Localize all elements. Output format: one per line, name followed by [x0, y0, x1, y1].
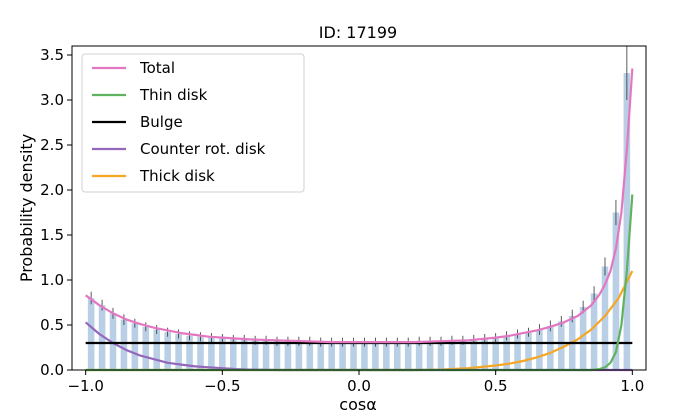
error-bars	[90, 46, 628, 347]
histogram-bars	[87, 73, 631, 370]
histogram-bar	[459, 340, 467, 370]
histogram-bar	[426, 341, 434, 370]
histogram-bar	[87, 298, 95, 370]
histogram-bar	[197, 336, 204, 370]
x-tick-label: 0.0	[347, 377, 371, 395]
histogram-bar	[219, 338, 226, 370]
histogram-bar	[339, 342, 346, 370]
histogram-bar	[525, 332, 532, 370]
x-tick-label: −1.0	[67, 377, 103, 395]
histogram-bar	[284, 341, 292, 370]
histogram-bar	[503, 335, 510, 370]
histogram-bar	[383, 342, 390, 370]
histogram-bar	[240, 339, 248, 370]
y-tick-label: 2.0	[40, 181, 64, 199]
histogram-bar	[109, 313, 117, 370]
histogram-bar	[350, 342, 357, 370]
histogram-bar	[208, 337, 215, 370]
histogram-bar	[306, 341, 314, 370]
legend-box	[81, 53, 305, 193]
y-ticks: 0.0 0.5 1.0 1.5 2.0 2.5 3.0 3.5	[40, 46, 72, 379]
histogram-bar	[393, 342, 401, 370]
histogram-bar	[372, 342, 379, 370]
legend: Total Thin disk Bulge Counter rot. disk Thic…	[81, 53, 305, 193]
histogram-bar	[601, 266, 609, 370]
x-tick-label: 1.0	[620, 377, 644, 395]
legend-label-thick-disk: Thick disk	[139, 167, 215, 185]
histogram-bar	[415, 341, 423, 370]
histogram-bar	[262, 340, 270, 370]
histogram-bar	[481, 338, 489, 370]
y-axis-label: Probability density	[17, 134, 36, 282]
histogram-bar	[131, 323, 139, 370]
y-tick-label: 3.0	[40, 91, 64, 109]
y-tick-label: 2.5	[40, 136, 64, 154]
x-axis-label: cosα	[339, 395, 376, 414]
histogram-bar	[448, 340, 456, 370]
histogram-bar	[120, 319, 128, 370]
legend-label-counter-rot-disk: Counter rot. disk	[140, 140, 266, 158]
histogram-bar	[361, 342, 368, 370]
y-tick-label: 0.5	[40, 316, 64, 334]
histogram-bar	[612, 212, 620, 370]
histogram-bar	[547, 325, 554, 370]
histogram-bar	[186, 335, 193, 370]
histogram-bar	[557, 321, 565, 370]
histogram-bar	[98, 305, 106, 370]
x-tick-label: 0.5	[484, 377, 508, 395]
y-tick-label: 3.5	[40, 46, 64, 64]
legend-label-thin-disk: Thin disk	[139, 86, 208, 104]
histogram-bar	[536, 329, 543, 370]
histogram-bar	[623, 73, 631, 370]
histogram-bar	[153, 329, 161, 370]
y-tick-label: 1.5	[40, 226, 64, 244]
histogram-bar	[470, 339, 478, 370]
chart-title: ID: 17199	[319, 23, 397, 42]
histogram-bar	[590, 293, 598, 370]
histogram-bar	[492, 337, 499, 370]
legend-label-total: Total	[139, 59, 175, 77]
histogram-bar	[273, 341, 281, 370]
y-tick-label: 1.0	[40, 271, 64, 289]
series-line-total	[85, 68, 634, 344]
histogram-bar	[229, 339, 237, 370]
histogram-bar	[175, 334, 182, 370]
legend-label-bulge: Bulge	[140, 113, 183, 131]
histogram-bar	[164, 332, 171, 370]
histogram-bar	[295, 341, 303, 370]
histogram-bar	[328, 342, 335, 370]
histogram-bar	[251, 340, 259, 370]
histogram-bar	[437, 341, 445, 370]
y-tick-label: 0.0	[40, 361, 64, 379]
x-tick-label: −0.5	[204, 377, 240, 395]
histogram-bar	[579, 307, 587, 370]
histogram-bar	[404, 342, 412, 370]
histogram-bar	[142, 326, 150, 370]
histogram-bar	[514, 334, 521, 370]
x-ticks: −1.0 −0.5 0.0 0.5 1.0	[67, 370, 644, 395]
histogram-bar	[317, 342, 325, 370]
